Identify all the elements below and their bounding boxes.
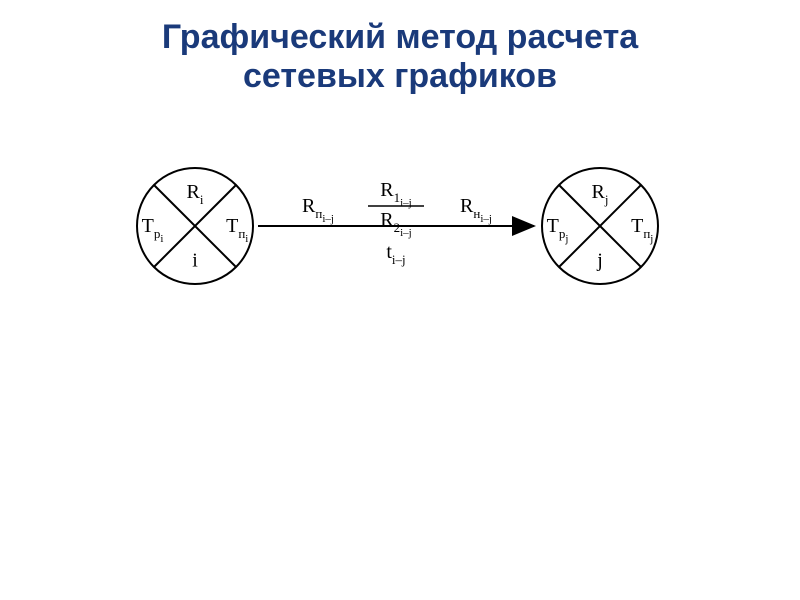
svg-text:j: j <box>596 250 603 272</box>
svg-text:Rпi–j: Rпi–j <box>302 195 334 225</box>
svg-text:Tпi: Tпi <box>226 215 248 245</box>
svg-text:Tpj: Tpj <box>547 215 569 245</box>
title-line-2: сетевых графиков <box>0 57 800 96</box>
svg-text:Tpi: Tpi <box>142 215 164 245</box>
svg-text:Ri: Ri <box>187 181 204 207</box>
svg-text:ti–j: ti–j <box>386 241 405 267</box>
svg-text:i: i <box>192 250 198 272</box>
svg-text:Rнi–j: Rнi–j <box>460 195 492 225</box>
svg-text:R2i–j: R2i–j <box>380 209 411 239</box>
page-title: Графический метод расчета сетевых график… <box>0 0 800 96</box>
svg-text:Rj: Rj <box>592 181 609 207</box>
diagram-svg: Ri Tpi Tпi i Rj Tpj Tпj j Rпi–j R1i–jR2i–j Rнi–j ti… <box>0 96 800 396</box>
svg-text:Tпj: Tпj <box>631 215 653 245</box>
network-diagram: Ri Tpi Tпi i Rj Tpj Tпj j Rпi–j R1i–jR2i–j Rнi–j ti… <box>0 96 800 546</box>
svg-text:R1i–j: R1i–j <box>380 179 411 209</box>
title-line-1: Графический метод расчета <box>0 18 800 57</box>
